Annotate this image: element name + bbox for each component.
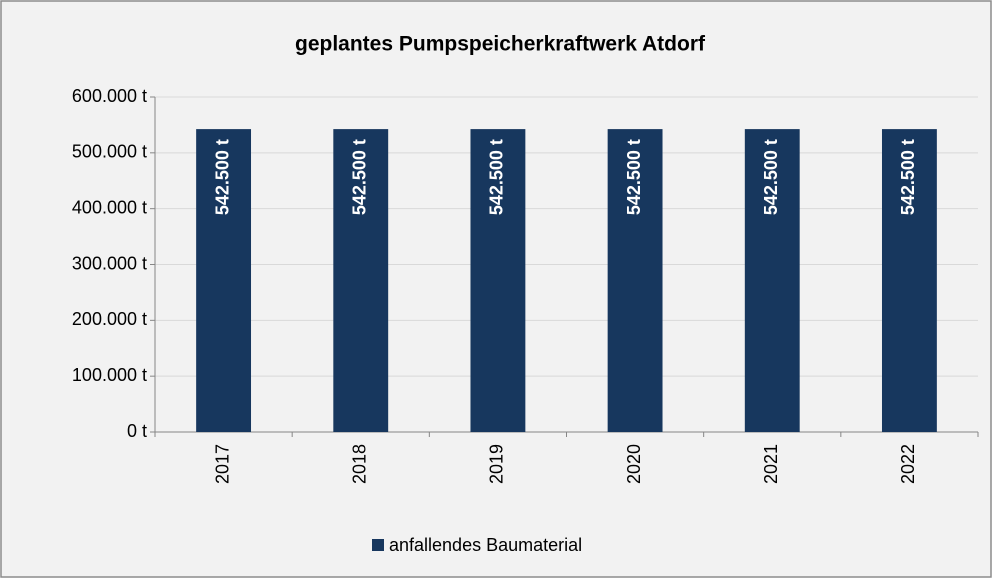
- legend-swatch: [372, 539, 384, 551]
- y-tick-label: 100.000 t: [72, 365, 147, 385]
- x-tick-label: 2018: [350, 444, 370, 484]
- bar: [470, 129, 526, 432]
- x-tick-label: 2017: [212, 444, 232, 484]
- data-label: 542.500 t: [212, 139, 232, 215]
- y-tick-label: 400.000 t: [72, 197, 147, 217]
- data-label: 542.500 t: [761, 139, 781, 215]
- y-tick-label: 200.000 t: [72, 309, 147, 329]
- bar: [196, 129, 252, 432]
- x-tick-label: 2019: [487, 444, 507, 484]
- y-tick-label: 600.000 t: [72, 86, 147, 106]
- bar: [607, 129, 663, 432]
- y-tick-label: 300.000 t: [72, 253, 147, 273]
- data-label: 542.500 t: [350, 139, 370, 215]
- y-tick-label: 0 t: [127, 421, 147, 441]
- data-label: 542.500 t: [898, 139, 918, 215]
- x-tick-label: 2022: [898, 444, 918, 484]
- bar: [881, 129, 937, 432]
- data-label: 542.500 t: [624, 139, 644, 215]
- x-tick-label: 2021: [761, 444, 781, 484]
- x-tick-label: 2020: [624, 444, 644, 484]
- bar: [333, 129, 389, 432]
- legend-label: anfallendes Baumaterial: [389, 535, 582, 555]
- data-label: 542.500 t: [487, 139, 507, 215]
- bar: [744, 129, 800, 432]
- y-tick-label: 500.000 t: [72, 142, 147, 162]
- chart-title: geplantes Pumpspeicherkraftwerk Atdorf: [295, 33, 706, 56]
